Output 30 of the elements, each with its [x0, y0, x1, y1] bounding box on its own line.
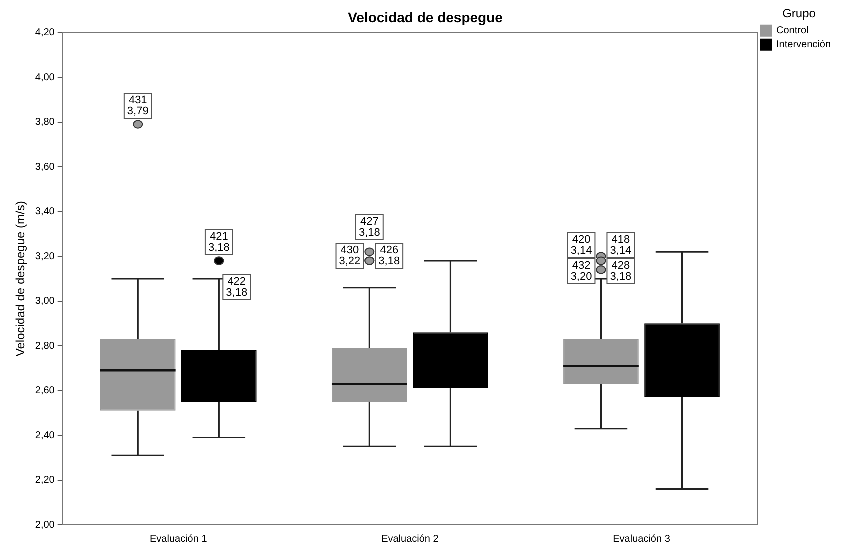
- y-tick-label: 2,60: [35, 386, 56, 397]
- annotation: 430 3,22: [339, 244, 361, 268]
- y-tick-label: 2,40: [35, 430, 56, 442]
- y-tick-label: 4,00: [35, 72, 56, 84]
- y-tick-label: 3,80: [35, 117, 56, 128]
- legend-label: Intervención: [776, 40, 832, 51]
- x-tick-label: Evaluación 1: [150, 534, 208, 545]
- annotation: 426 3,18: [378, 244, 400, 268]
- legend-title: Grupo: [782, 6, 816, 20]
- y-axis-title: Velocidad de despegue (m/s): [14, 201, 28, 357]
- y-tick-label: 2,20: [35, 475, 56, 486]
- x-tick-label: Evaluación 3: [613, 534, 671, 545]
- y-tick-label: 2,00: [35, 520, 56, 531]
- y-tick-label: 3,20: [35, 251, 56, 262]
- annotation: 422 3,18: [226, 276, 248, 300]
- annotation: 421 3,18: [208, 231, 230, 254]
- y-tick-label: 3,60: [35, 162, 56, 173]
- y-tick-label: 2,80: [35, 340, 56, 352]
- annotation: 428 3,18: [610, 260, 632, 284]
- annotation: 432 3,20: [570, 260, 592, 284]
- annotation: 427 3,18: [358, 216, 380, 240]
- annotation: 431 3,79: [127, 94, 149, 118]
- y-tick-label: 4,20: [35, 28, 56, 39]
- x-tick-label: Evaluación 2: [382, 534, 440, 545]
- y-tick-label: 3,00: [35, 296, 56, 308]
- annotation: 418 3,14: [610, 234, 632, 258]
- chart-title: Velocidad de despegue: [348, 9, 504, 26]
- y-tick-label: 3,40: [35, 206, 56, 218]
- legend-label: Control: [776, 26, 809, 37]
- annotation: 420 3,14: [570, 234, 592, 258]
